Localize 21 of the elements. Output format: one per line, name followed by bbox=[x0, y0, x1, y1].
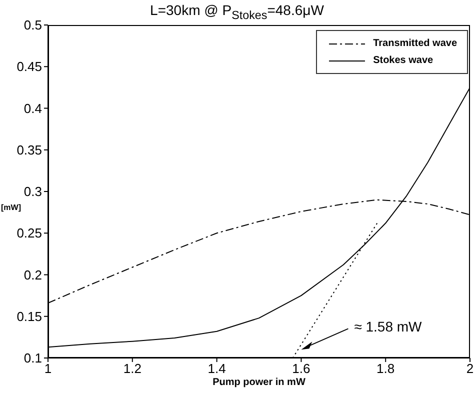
y-tick-label: 0.3 bbox=[24, 184, 42, 200]
y-tick-label: 0.5 bbox=[24, 18, 42, 33]
y-tick-label: 0.4 bbox=[24, 100, 42, 116]
x-tick-label: 1.6 bbox=[292, 361, 310, 376]
x-tick-label: 2 bbox=[466, 361, 474, 376]
x-tick-label: 1 bbox=[44, 361, 52, 376]
y-tick-label: 0.15 bbox=[16, 308, 42, 324]
annotation: ≈ 1.58 mW bbox=[354, 318, 423, 335]
legend-label: Transmitted wave bbox=[373, 38, 457, 49]
x-tick-label: 1.8 bbox=[376, 361, 395, 376]
y-tick-label: 0.25 bbox=[16, 226, 42, 241]
y-tick-label: 0.45 bbox=[16, 59, 42, 74]
legend-label: Stokes wave bbox=[373, 55, 434, 66]
x-tick-label: 1.2 bbox=[123, 361, 142, 376]
x-tick-label: 1.4 bbox=[208, 361, 226, 376]
x-axis-title: Pump power in mW bbox=[212, 377, 306, 388]
chart-title: L=30km @ P$_{Stokes}$=48.6μW bbox=[150, 2, 324, 22]
y-axis-title: [mW] bbox=[1, 203, 21, 212]
y-tick-label: 0.35 bbox=[16, 142, 42, 158]
y-tick-label: 0.2 bbox=[24, 267, 42, 282]
y-tick-label: 0.1 bbox=[24, 350, 42, 366]
